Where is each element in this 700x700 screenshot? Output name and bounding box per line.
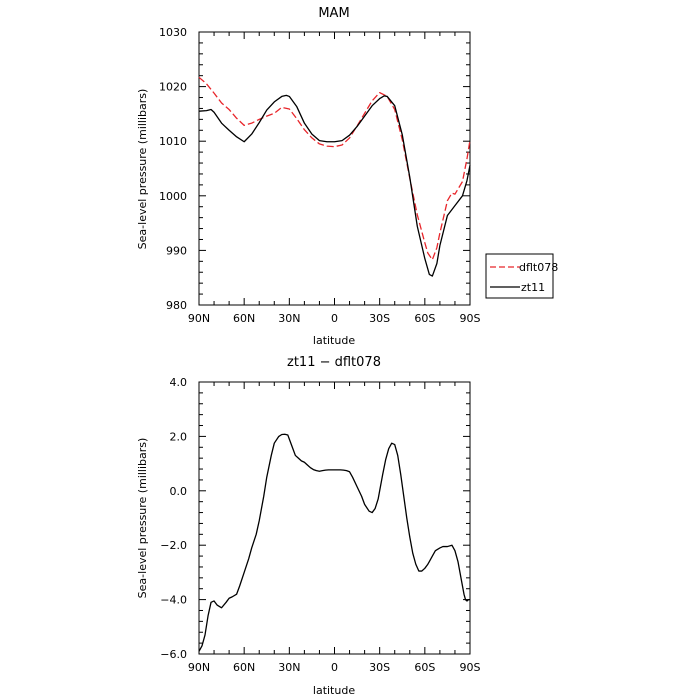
y-tick-label: −6.0 xyxy=(160,648,187,661)
y-tick-label: 2.0 xyxy=(170,430,188,443)
x-axis-label: latitude xyxy=(313,334,355,347)
bottom-chart: zt11 − dflt078 90N 60N 30N 0 30S 60S 90S −6.0−… xyxy=(136,355,481,697)
series-line-series-0 xyxy=(198,433,470,652)
plot-frame xyxy=(198,31,471,306)
x-tick-label: 90S xyxy=(460,661,481,674)
y-axis-label: Sea-level pressure (millibars) xyxy=(136,438,149,599)
y-tick-label: 1030 xyxy=(159,26,187,39)
y-axis-ticks: 980 990 1000 1010 1020 1030 xyxy=(159,26,470,312)
x-tick-label: 0 xyxy=(331,312,338,325)
x-axis-label: latitude xyxy=(313,684,355,697)
x-tick-label: 90S xyxy=(460,312,481,325)
chart-title: zt11 − dflt078 xyxy=(287,355,381,370)
series-lines xyxy=(198,433,470,652)
series-line-zt11 xyxy=(198,94,471,277)
y-axis-label: Sea-level pressure (millibars) xyxy=(136,89,149,250)
x-tick-label: 30N xyxy=(278,312,300,325)
y-tick-label: 4.0 xyxy=(170,376,188,389)
y-tick-label: 990 xyxy=(166,244,187,257)
x-tick-label: 60N xyxy=(233,312,255,325)
x-tick-label: 90N xyxy=(188,312,210,325)
y-tick-label: 1000 xyxy=(159,190,187,203)
series-lines xyxy=(198,76,471,277)
x-axis-ticks: 90N 60N 30N 0 30S 60S 90S xyxy=(188,32,481,325)
x-tick-label: 30N xyxy=(278,661,300,674)
x-tick-label: 60S xyxy=(414,661,435,674)
legend-box xyxy=(485,253,554,299)
x-tick-label: 60S xyxy=(414,312,435,325)
y-tick-label: −2.0 xyxy=(160,539,187,552)
y-tick-label: 0.0 xyxy=(170,485,188,498)
y-tick-label: 1020 xyxy=(159,81,187,94)
top-chart: MAM 90N 60N 30N 0 30S 60S 90S 980 990 1000 1010 10… xyxy=(136,6,558,347)
legend: dflt078 zt11 xyxy=(485,253,558,299)
x-tick-label: 90N xyxy=(188,661,210,674)
plot-frame xyxy=(198,381,471,655)
y-tick-label: 1010 xyxy=(159,135,187,148)
chart-title: MAM xyxy=(318,6,349,21)
legend-label-zt11: zt11 xyxy=(521,281,545,294)
y-axis-ticks: −6.0 −4.0 −2.0 0.0 2.0 4.0 xyxy=(160,376,470,661)
x-tick-label: 30S xyxy=(369,661,390,674)
y-tick-label: 980 xyxy=(166,299,187,312)
x-tick-label: 30S xyxy=(369,312,390,325)
x-tick-label: 60N xyxy=(233,661,255,674)
y-tick-label: −4.0 xyxy=(160,594,187,607)
legend-label-dflt078: dflt078 xyxy=(519,261,558,274)
series-line-dflt078 xyxy=(198,76,471,261)
x-tick-label: 0 xyxy=(331,661,338,674)
x-axis-ticks: 90N 60N 30N 0 30S 60S 90S xyxy=(188,382,481,674)
